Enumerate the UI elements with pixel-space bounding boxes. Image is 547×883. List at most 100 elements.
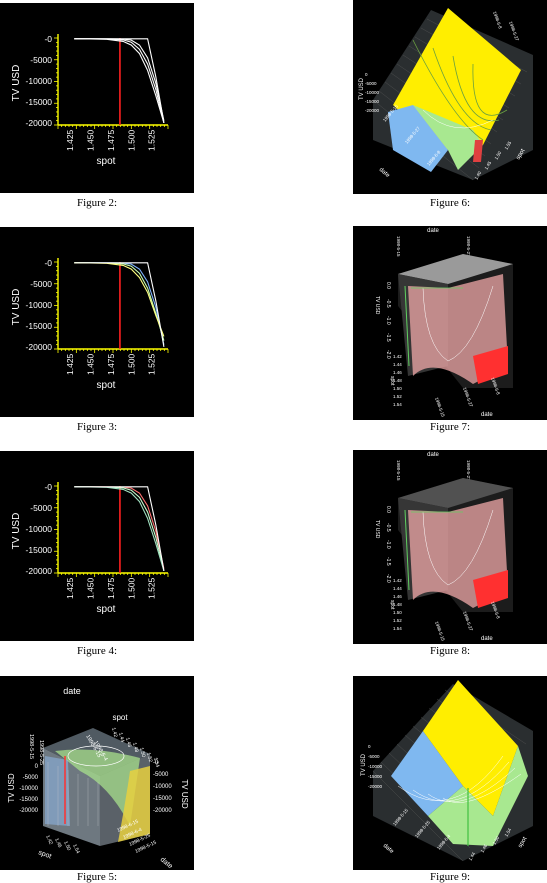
spot-tick: 1.46 — [393, 370, 402, 375]
y-tick-label: -20000 — [26, 342, 53, 352]
figure-3-caption: Figure 3: — [0, 421, 194, 433]
spot-axis-label: spot — [518, 836, 529, 849]
spot-tick: 1.52 — [393, 394, 402, 399]
tv-axis-label-right: TV USD — [180, 779, 189, 809]
date-axis-label-bottom: date — [481, 636, 493, 642]
x-tick-label: 1.525 — [147, 129, 157, 151]
spot-tick-bottom: 1.50 — [62, 840, 72, 852]
tv-tick: 0.0 — [385, 506, 391, 513]
x-tick-label: 1.450 — [86, 129, 96, 151]
x-tick-label: 1.500 — [126, 129, 136, 151]
x-tick-label: 1.500 — [126, 353, 136, 375]
figure-4-chart: -0 -5000 -10000 -15000 -20000 1.425 1.450 1.475… — [0, 451, 194, 641]
spot-tick: 1.52 — [393, 618, 402, 623]
date-axis-label: date — [382, 843, 395, 856]
y-tick-label: -0 — [44, 34, 52, 44]
y-tick-label: -15000 — [26, 545, 53, 555]
date-tick-top: 1998-5-27 — [508, 21, 520, 42]
tv-tick: -20000 — [365, 108, 380, 113]
tv-tick: -1.0 — [385, 316, 391, 325]
date-axis-label-top: date — [427, 228, 439, 234]
figure-8-panel: date 1998-5-15 1998-5-27 TV USD 0.0 -0.5 -1.0-… — [353, 450, 547, 644]
x-axis-label: spot — [97, 156, 116, 167]
date-axis-label-bottom: date — [481, 412, 493, 418]
x-tick-label: 1.450 — [86, 577, 96, 599]
figure-5-caption: Figure 5: — [0, 871, 194, 883]
x-tick-label: 1.475 — [106, 577, 116, 599]
spot-tick-bottom: 1.54 — [71, 843, 81, 855]
y-tick-label: -20000 — [26, 118, 53, 128]
tv-tick: -0.5 — [385, 299, 391, 308]
x-axis-label: spot — [97, 380, 116, 391]
spot-tick: 1.48 — [393, 378, 402, 383]
tv-tick: -15000 — [368, 774, 383, 779]
spot-tick: 1.54 — [393, 626, 402, 631]
tv-tick: -2.0 — [385, 350, 391, 359]
y-tick-label: -5000 — [30, 279, 52, 289]
figure-2-panel: -0 -5000 -10000 -15000 -20000 1.425 1.450 1.475… — [0, 3, 194, 193]
x-axis-label: spot — [97, 604, 116, 615]
date-tick-bottom: 1998-5-27 — [462, 611, 474, 632]
figure-7-chart: date 1998-5-15 1998-5-27 TV USD 0.0 -0.5 -1.0 -… — [353, 226, 547, 420]
date-tick-top: 1998-5-15 — [28, 734, 34, 759]
tv-tick: 0.0 — [385, 282, 391, 289]
spot-tick-top: 1.54 — [152, 757, 160, 768]
figure-6-chart: TV USD-20000-15000-10000-50000date1998-5… — [353, 0, 547, 194]
figure-2-caption: Figure 2: — [0, 197, 194, 209]
y-tick-label: -0 — [44, 258, 52, 268]
y-axis-label: TV USD — [11, 289, 22, 326]
figure-2-chart: -0 -5000 -10000 -15000 -20000 1.425 1.450 1.475… — [0, 3, 194, 193]
spot-tick: 1.54 — [393, 402, 402, 407]
tv-tick: -1.0 — [385, 540, 391, 549]
spot-tick-bottom: 1.46 — [53, 837, 63, 849]
tv-tick: -10000 — [368, 764, 383, 769]
figure-5-panel: date spot TV USD 0 -5000 -10000 -15000 -20000 TV… — [0, 676, 194, 870]
x-tick-label: 1.475 — [106, 353, 116, 375]
y-tick-label: -0 — [44, 482, 52, 492]
figure-9-chart: TV USD-20000-15000-10000-50000date1998-5… — [353, 676, 547, 870]
tv-tick-left: -15000 — [19, 797, 38, 803]
date-axis-label: date — [63, 686, 81, 696]
figure-8-caption: Figure 8: — [353, 645, 547, 657]
tv-axis-label: TV USD — [374, 296, 380, 315]
figure-6-panel: TV USD -20000 -15000 -10000 -5000 0 date 1998-5… — [353, 0, 547, 194]
tv-tick: -15000 — [365, 99, 380, 104]
tv-tick: -1.5 — [385, 557, 391, 566]
spot-tick: 1.44 — [393, 362, 402, 367]
tv-tick: -10000 — [365, 90, 380, 95]
x-tick-label: 1.450 — [86, 353, 96, 375]
tv-tick: -0.5 — [385, 523, 391, 532]
tv-tick: -1.5 — [385, 333, 391, 342]
y-axis-label: TV USD — [11, 513, 22, 550]
x-tick-label: 1.425 — [65, 129, 75, 151]
figure-4-panel: -0 -5000 -10000 -15000 -20000 1.425 1.450 1.475… — [0, 451, 194, 641]
date-tick-top: 1998-5-15 — [396, 236, 401, 257]
tv-tick-left: -10000 — [19, 786, 38, 792]
date-tick-top: 1998-5-27 — [466, 236, 471, 257]
tv-tick: 0 — [368, 744, 371, 749]
spot-tick: 1.50 — [393, 610, 402, 615]
date-axis-label: date — [378, 167, 391, 180]
y-tick-label: -5000 — [30, 503, 52, 513]
x-tick-label: 1.525 — [147, 577, 157, 599]
figure-9-caption: Figure 9: — [353, 871, 547, 883]
tv-tick-right: -15000 — [153, 796, 172, 802]
figure-8-chart: date1998-5-15 1998-5-27TV USD0.0-0.5-1.0-… — [353, 450, 547, 644]
tv-tick: -5000 — [365, 81, 377, 86]
spot-tick: 1.48 — [393, 602, 402, 607]
x-tick-label: 1.475 — [106, 129, 116, 151]
x-tick-label: 1.500 — [126, 577, 136, 599]
figure-3-panel: -0 -5000 -10000 -15000 -20000 1.425 1.450 1.475… — [0, 227, 194, 417]
spot-tick-bottom: 1.42 — [44, 834, 54, 846]
y-tick-label: -20000 — [26, 566, 53, 576]
date-tick-top: 1998-5-25 — [38, 740, 44, 765]
x-tick-label: 1.425 — [65, 353, 75, 375]
spot-tick: 1.44 — [393, 586, 402, 591]
date-tick-top: 1998-6-8 — [492, 11, 503, 30]
y-tick-label: -5000 — [30, 55, 52, 65]
spot-axis-label-bottom: spot — [37, 849, 52, 860]
tv-tick-right: -5000 — [153, 772, 169, 778]
spot-tick: 1.42 — [393, 578, 402, 583]
date-tick-bottom: 1998-5-15 — [434, 397, 446, 418]
